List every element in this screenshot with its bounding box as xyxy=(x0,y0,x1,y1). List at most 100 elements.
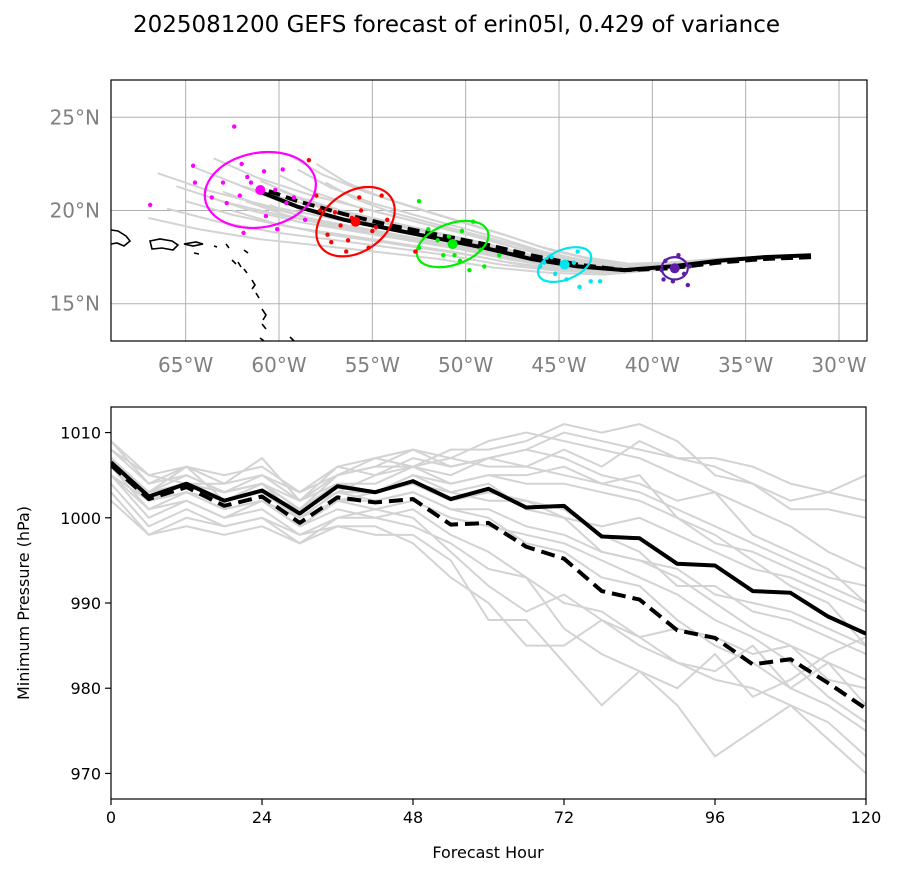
y-tick-label: 1010 xyxy=(60,424,101,443)
map-frame xyxy=(110,79,868,342)
member-position-point xyxy=(553,271,558,277)
member-position-point xyxy=(416,198,422,204)
member-pressure-line xyxy=(111,491,866,706)
member-position-point xyxy=(446,234,452,239)
member-position-point xyxy=(306,157,312,163)
member-position-point xyxy=(575,249,580,254)
map-gridlines xyxy=(111,80,867,341)
lon-tick-label: 55°W xyxy=(345,353,400,377)
member-pressure-line xyxy=(111,474,866,775)
uncertainty-ellipse xyxy=(536,246,593,284)
member-position-point xyxy=(232,124,237,129)
member-position-point xyxy=(338,223,343,228)
member-position-point xyxy=(370,228,375,234)
member-position-point xyxy=(263,213,269,219)
member-position-point xyxy=(597,279,603,284)
lon-tick-label: 30°W xyxy=(811,353,866,377)
ensemble-member-tracks xyxy=(148,153,812,276)
member-position-point xyxy=(224,200,229,206)
member-pressure-line xyxy=(111,465,866,604)
alt-track-line xyxy=(259,186,812,273)
member-position-point xyxy=(261,169,267,174)
lon-tick-label: 60°W xyxy=(251,353,306,377)
member-pressure-line xyxy=(111,431,866,570)
x-tick-label: 72 xyxy=(554,808,574,827)
member-position-point xyxy=(317,208,323,213)
pressure-chart: 0 24 48 72 96 120 970 980 990 1000 1010 Forecast H… xyxy=(14,406,881,862)
member-pressure-line xyxy=(111,474,866,758)
member-position-point xyxy=(685,282,690,288)
member-position-point xyxy=(379,193,384,198)
uncertainty-ellipse xyxy=(315,185,396,258)
cluster-mean-point xyxy=(447,239,458,250)
member-position-point xyxy=(577,284,582,290)
member-position-point xyxy=(148,202,153,208)
member-position-point xyxy=(344,249,349,254)
y-tick-label: 980 xyxy=(70,679,101,698)
member-position-point xyxy=(241,230,246,236)
lon-tick-label: 45°W xyxy=(531,353,586,377)
map-tick-labels: 65°W 60°W 55°W 50°W 45°W 40°W 35°W 30°W 15°N 20°N… xyxy=(50,105,867,377)
member-track xyxy=(213,157,812,266)
member-position-point xyxy=(571,260,577,265)
member-position-point xyxy=(248,180,254,185)
figure-title: 2025081200 GEFS forecast of erin05l, 0.4… xyxy=(132,12,781,38)
caribbean-coastline xyxy=(111,229,295,341)
member-position-point xyxy=(245,174,250,180)
position-clusters xyxy=(148,124,692,290)
member-position-point xyxy=(661,277,666,282)
member-position-point xyxy=(358,208,364,213)
x-tick-label: 0 xyxy=(106,808,116,827)
member-position-point xyxy=(441,253,446,258)
member-position-point xyxy=(482,264,487,269)
member-pressure-line xyxy=(111,422,866,519)
member-position-point xyxy=(385,217,390,223)
member-position-point xyxy=(302,217,308,223)
member-position-point xyxy=(435,238,440,243)
lat-tick-label: 15°N xyxy=(50,292,100,316)
position-cluster xyxy=(306,157,418,258)
x-tick-label: 48 xyxy=(403,808,423,827)
cluster-mean-point xyxy=(255,184,266,195)
mean-track xyxy=(259,186,812,273)
lon-tick-label: 65°W xyxy=(158,353,213,377)
member-pressure-line xyxy=(111,431,866,502)
lon-tick-label: 40°W xyxy=(625,353,680,377)
lon-tick-label: 50°W xyxy=(438,353,493,377)
x-axis-label: Forecast Hour xyxy=(432,843,544,862)
member-position-point xyxy=(426,226,431,232)
position-cluster xyxy=(415,198,502,273)
member-position-point xyxy=(345,238,351,243)
member-position-point xyxy=(190,163,196,168)
member-pressure-line xyxy=(111,499,866,690)
ensemble-member-pressure-lines xyxy=(111,422,866,775)
pressure-series xyxy=(111,460,866,711)
lat-tick-label: 20°N xyxy=(50,199,100,223)
member-position-point xyxy=(284,200,289,206)
member-position-point xyxy=(588,279,593,284)
cluster-mean-point xyxy=(350,216,361,227)
member-position-point xyxy=(373,225,379,230)
y-tick-label: 1000 xyxy=(60,509,101,528)
member-position-point xyxy=(325,232,330,237)
member-pressure-line xyxy=(111,474,866,724)
track-map: 65°W 60°W 55°W 50°W 45°W 40°W 35°W 30°W 15°N 20°N… xyxy=(50,79,868,377)
dashed-pressure-line xyxy=(111,463,866,711)
lat-tick-label: 25°N xyxy=(50,105,100,129)
cluster-mean-point xyxy=(669,263,680,274)
y-axis-label: Minimum Pressure (hPa) xyxy=(14,506,33,700)
member-position-point xyxy=(329,239,334,245)
member-position-point xyxy=(497,253,502,258)
pressure-axis-ticks: 0 24 48 72 96 120 970 980 990 1000 1010 xyxy=(60,424,881,827)
member-position-point xyxy=(459,228,465,234)
member-position-point xyxy=(467,267,472,273)
member-position-point xyxy=(209,195,214,200)
position-cluster xyxy=(536,246,603,290)
member-position-point xyxy=(332,210,338,215)
member-position-point xyxy=(220,180,226,185)
uncertainty-ellipse xyxy=(415,219,490,269)
member-position-point xyxy=(280,167,285,172)
cluster-mean-point xyxy=(559,259,570,270)
solid-pressure-line xyxy=(111,460,866,636)
